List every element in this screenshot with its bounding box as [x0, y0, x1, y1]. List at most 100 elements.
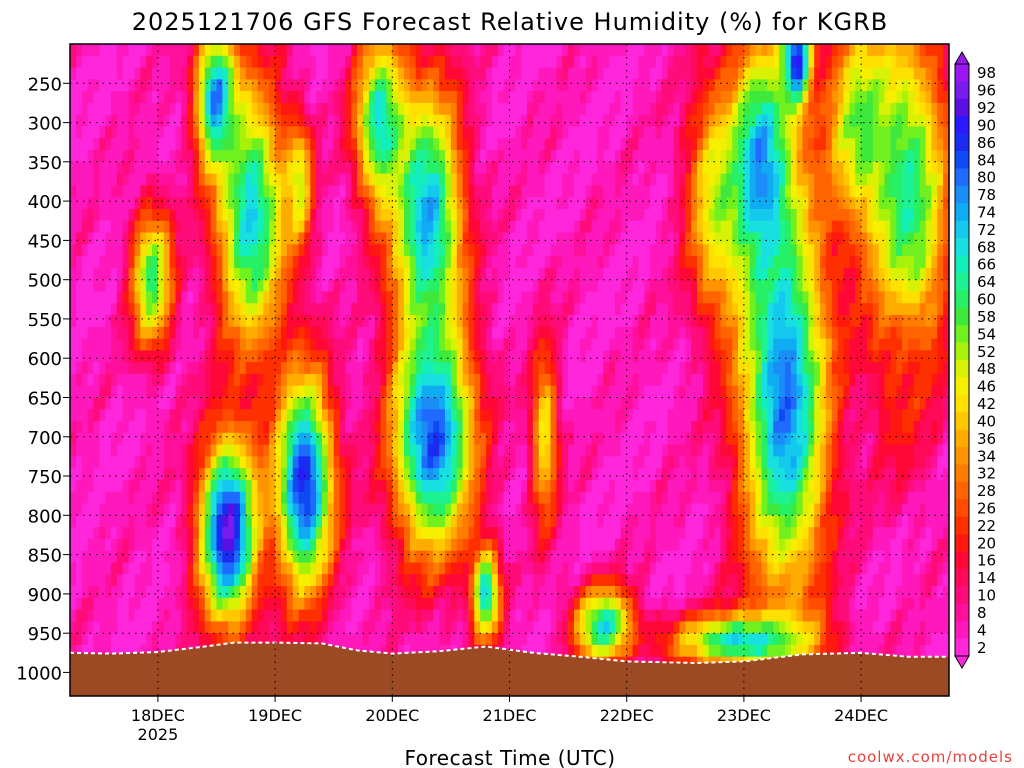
heat-cell [421, 432, 429, 446]
heat-cell [198, 409, 206, 422]
heat-cell [374, 597, 382, 611]
heat-cell [75, 527, 83, 540]
heat-cell [550, 79, 557, 92]
heat-cell [368, 161, 376, 175]
heat-cell [99, 468, 106, 481]
heat-cell [128, 385, 136, 399]
heat-cell [81, 421, 89, 434]
heat-cell [345, 44, 352, 57]
heat-cell [175, 385, 182, 399]
heat-cell [175, 562, 182, 575]
heat-cell [462, 574, 470, 587]
heat-cell [310, 161, 317, 175]
heat-cell [568, 550, 575, 564]
heat-cell [316, 503, 323, 516]
heat-cell [427, 468, 434, 481]
heat-cell [357, 574, 364, 587]
heat-cell [257, 138, 264, 151]
heat-cell [415, 44, 423, 57]
heat-cell [198, 326, 206, 340]
heat-cell [439, 385, 446, 399]
heat-cell [497, 315, 505, 328]
heat-cell [585, 397, 593, 410]
heat-cell [357, 385, 364, 399]
heat-cell [398, 114, 405, 128]
heat-cell [304, 362, 311, 375]
heat-cell [404, 468, 411, 481]
heat-cell [93, 291, 100, 304]
heat-cell [392, 409, 399, 422]
heat-cell [187, 421, 194, 434]
heat-cell [462, 126, 470, 139]
heat-cell [228, 185, 235, 198]
heat-cell [374, 373, 382, 387]
heat-cell [486, 326, 493, 340]
heat-cell [568, 491, 575, 505]
heat-cell [574, 456, 581, 469]
heat-cell [152, 562, 159, 575]
heat-cell [398, 421, 405, 434]
heat-cell [234, 244, 241, 257]
heat-cell [111, 326, 118, 340]
heat-cell [187, 279, 194, 293]
heat-cell [281, 173, 288, 186]
heat-cell [550, 55, 557, 69]
heat-cell [521, 161, 528, 175]
heat-cell [245, 527, 253, 540]
heat-cell [128, 609, 136, 622]
heat-cell [210, 197, 218, 210]
heat-cell [163, 586, 171, 599]
heat-cell [538, 114, 546, 128]
heat-cell [521, 397, 528, 410]
heat-cell [75, 138, 83, 151]
heat-cell [198, 138, 206, 151]
heat-cell [574, 232, 581, 245]
heat-cell [134, 574, 141, 587]
heat-cell [532, 562, 540, 575]
heat-cell [81, 244, 89, 257]
heat-cell [527, 244, 534, 257]
heat-cell [222, 633, 229, 646]
heat-cell [368, 515, 376, 528]
heat-cell [544, 150, 552, 163]
heat-cell [363, 102, 370, 116]
heat-cell [415, 515, 423, 528]
heat-cell [445, 161, 452, 175]
heat-cell [322, 421, 329, 434]
heat-cell [269, 491, 276, 505]
heat-cell [544, 161, 552, 175]
heat-cell [234, 633, 241, 646]
heat-cell [116, 173, 124, 186]
heat-cell [116, 550, 124, 564]
heat-cell [310, 432, 317, 446]
heat-cell [269, 55, 276, 69]
heat-cell [357, 550, 364, 564]
heat-cell [210, 574, 218, 587]
heat-cell [574, 79, 581, 92]
heat-cell [304, 209, 311, 222]
heat-cell [181, 326, 188, 340]
heat-cell [263, 421, 270, 434]
heat-cell [263, 397, 270, 410]
heat-cell [339, 480, 347, 493]
heat-cell [140, 91, 147, 104]
heat-cell [263, 138, 270, 151]
heat-cell [439, 79, 446, 92]
heat-cell [392, 150, 399, 163]
heat-cell [257, 480, 264, 493]
heat-cell [568, 326, 575, 340]
heat-cell [433, 338, 440, 351]
heat-cell [146, 291, 153, 304]
heat-cell [556, 303, 563, 316]
heat-cell [445, 91, 452, 104]
heat-cell [216, 515, 223, 528]
heat-cell [134, 609, 141, 622]
heat-cell [163, 291, 171, 304]
heat-cell [462, 491, 470, 505]
heat-cell [351, 185, 358, 198]
heat-cell [368, 597, 376, 611]
heat-cell [527, 150, 534, 163]
heat-cell [585, 126, 593, 139]
heat-cell [99, 91, 106, 104]
heat-cell [386, 338, 393, 351]
